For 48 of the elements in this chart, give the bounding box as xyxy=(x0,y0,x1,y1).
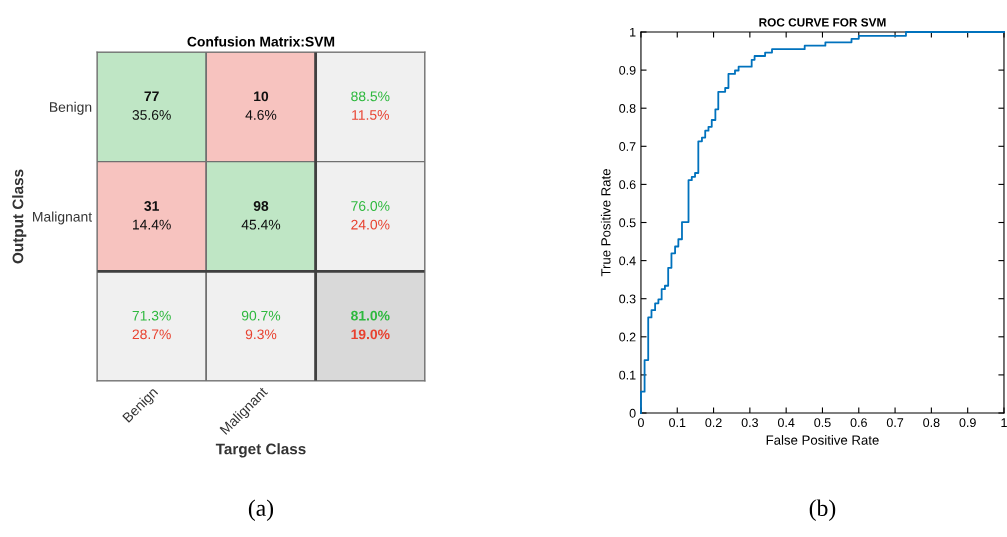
y-tick-label: 0.7 xyxy=(619,142,636,151)
annotation: 28.7% xyxy=(132,329,171,340)
annotation: 4.6% xyxy=(245,110,277,120)
y-axis-title: Output Class xyxy=(12,169,27,264)
x-tick-label: 0.1 xyxy=(669,418,686,428)
y-axis-title: True Positive Rate xyxy=(600,169,611,277)
y-tick-label: 0.2 xyxy=(619,332,636,342)
text: (b) xyxy=(809,499,836,521)
chart-title: Confusion Matrix:SVM xyxy=(187,36,335,47)
data-label: 71.3% xyxy=(132,310,171,321)
x-tick-label: 0.5 xyxy=(814,418,831,428)
y-tick-label: 0 xyxy=(629,408,636,418)
x-tick-label: 0.9 xyxy=(959,418,976,428)
data-label: 31 xyxy=(144,201,159,211)
data-label: 77 xyxy=(144,91,159,102)
x-tick-label: 0 xyxy=(637,418,644,428)
y-tick-label: 0.3 xyxy=(619,294,636,304)
y-tick-label: 1 xyxy=(630,27,636,37)
x-tick-label: 0.8 xyxy=(923,418,940,428)
x-tick-label: 0.7 xyxy=(886,418,904,428)
y-tick-label: 0.8 xyxy=(619,104,636,113)
x-tick-label: 0.2 xyxy=(705,418,722,428)
annotation: 9.3% xyxy=(245,329,277,340)
x-tick-label: 0.4 xyxy=(777,418,795,428)
data-label: 88.5% xyxy=(351,91,390,102)
x-axis-title: False Positive Rate xyxy=(766,435,879,445)
x-tick-label: 1 xyxy=(1001,418,1007,427)
annotation: 14.4% xyxy=(133,219,171,230)
annotation: 35.6% xyxy=(132,110,171,120)
y-tick-label: 0.5 xyxy=(619,218,636,228)
data-label: 10 xyxy=(254,91,269,102)
annotation: 19.0% xyxy=(351,329,390,340)
y-tick-label: 0.4 xyxy=(619,256,636,266)
text: (a) xyxy=(248,499,274,521)
x-axis-title: Target Class xyxy=(215,443,306,458)
y-tick-label: 0.1 xyxy=(619,370,636,380)
chart-title: ROC CURVE FOR SVM xyxy=(759,18,886,27)
annotation: 24.0% xyxy=(351,219,390,230)
annotation: 11.5% xyxy=(352,110,389,120)
x-tick-label: 0.3 xyxy=(741,418,758,428)
data-label: 90.7% xyxy=(241,310,281,321)
data-label: 76.0% xyxy=(351,201,390,211)
y-tick-label: 0.6 xyxy=(619,180,636,190)
x-tick-label: 0.6 xyxy=(850,418,867,428)
annotation: 45.4% xyxy=(241,219,281,230)
data-label: 81.0% xyxy=(351,310,390,321)
data-label: 98 xyxy=(253,201,269,211)
y-tick-label: 0.9 xyxy=(619,65,636,75)
